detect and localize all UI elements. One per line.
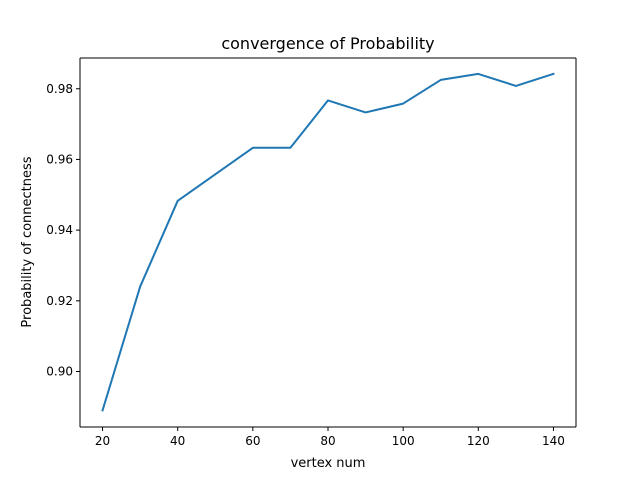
- y-axis-label: Probability of connectness: [20, 156, 35, 327]
- series-line: [101, 72, 555, 412]
- x-axis-ticks: 20 40 60 80 100 120 140: [95, 427, 565, 448]
- y-tick-label: 0.94: [46, 223, 73, 237]
- chart-title: convergence of Probability: [221, 34, 434, 53]
- x-tick-label: 60: [245, 434, 260, 448]
- y-tick-label: 0.92: [46, 294, 73, 308]
- x-tick-label: 20: [95, 434, 110, 448]
- x-axis-label: vertex num: [291, 456, 366, 471]
- y-axis-ticks: 0.90 0.92 0.94 0.96 0.98: [46, 82, 80, 379]
- y-tick-label: 0.90: [46, 365, 73, 379]
- x-tick-label: 80: [320, 434, 335, 448]
- x-tick-label: 140: [542, 434, 565, 448]
- y-tick-label: 0.96: [46, 152, 73, 166]
- axes-spines: [79, 57, 577, 428]
- y-tick-label: 0.98: [46, 82, 73, 96]
- x-tick-label: 40: [170, 434, 185, 448]
- x-tick-label: 100: [392, 434, 415, 448]
- series-group: [101, 72, 555, 412]
- x-tick-label: 120: [467, 434, 490, 448]
- plot-area: [80, 58, 576, 427]
